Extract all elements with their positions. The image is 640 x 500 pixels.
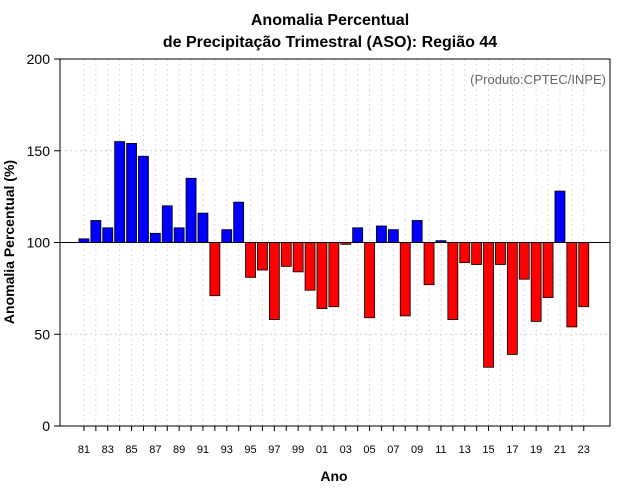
x-tick-label: 95 [244,444,256,456]
bar-1999 [292,242,304,273]
x-tick-label: 05 [363,444,375,456]
bar-2012 [447,242,459,320]
bar-1981 [78,238,90,243]
x-axis-label: Ano [320,468,347,484]
x-tick-label: 93 [221,444,233,456]
bar-2015 [483,242,494,368]
bar-2002 [328,242,340,308]
bar-2021 [554,190,566,243]
bar-2008 [399,242,411,317]
bar-2018 [518,242,530,280]
y-tick-label: 100 [27,235,51,251]
bar-2023 [578,242,590,308]
bar-1992 [209,242,221,297]
x-tick-label: 07 [387,444,399,456]
bar-1991 [197,212,209,243]
bar-2017 [506,242,518,355]
x-tick-label: 09 [411,444,423,456]
bar-1984 [114,141,126,243]
bar-2013 [459,242,471,264]
x-tick-label: 87 [149,444,161,456]
bar-2016 [495,242,506,265]
x-tick-label: 13 [459,444,471,456]
x-tick-label: 01 [316,444,328,456]
x-tick-label: 99 [292,444,304,456]
bar-1989 [173,227,185,243]
bar-1996 [257,242,268,271]
bar-1982 [90,220,102,243]
bar-2022 [566,242,578,328]
grid-lines [60,58,610,427]
x-tick-label: 21 [554,444,566,456]
bar-2006 [376,225,387,243]
x-tick-label: 97 [268,444,280,456]
y-tick-label: 150 [27,143,51,159]
bar-2010 [423,242,435,286]
chart-title-line2: de Precipitação Trimestral (ASO): Região… [163,34,497,51]
bar-1987 [149,232,161,243]
x-tick-label: 19 [530,444,542,456]
bar-1994 [233,201,245,243]
bar-2014 [471,242,483,265]
bar-1983 [102,227,114,243]
x-tick-label: 15 [482,444,494,456]
x-tick-label: 89 [173,444,185,456]
bar-1985 [126,143,137,243]
x-tick-label: 23 [578,444,590,456]
bar-2001 [316,242,328,309]
x-tick-label: 83 [102,444,114,456]
bar-2007 [387,229,399,243]
bar-2005 [364,242,375,319]
chart-title-line1: Anomalia Percentual [251,12,409,29]
credit-label: (Produto:CPTEC/INPE) [470,72,606,87]
y-axis-label: Anomalia Percentual (%) [1,160,17,324]
bar-1997 [268,242,280,320]
y-tick-label: 0 [42,418,50,434]
bar-2020 [542,242,554,298]
bars [78,141,590,368]
bar-2004 [352,227,364,243]
bar-2019 [530,242,542,322]
y-axis: 0 50 100 150 200 [27,51,60,434]
bar-2000 [304,242,316,291]
x-tick-label: 91 [197,444,209,456]
bar-1993 [221,229,233,243]
bar-1998 [280,242,292,267]
bar-1986 [138,155,149,243]
x-tick-label: 17 [506,444,518,456]
bar-2009 [411,220,423,243]
bar-1990 [185,177,197,243]
x-tick-label: 85 [125,444,137,456]
x-tick-label: 03 [340,444,352,456]
bar-1995 [245,242,256,278]
bar-1988 [161,205,173,243]
x-axis: 81 83 85 87 89 91 93 95 97 99 01 03 05 07 09 11 13 15 17 19… [78,426,590,456]
y-tick-label: 50 [34,326,50,342]
x-tick-label: 11 [435,444,446,456]
x-tick-label: 81 [78,444,90,456]
y-tick-label: 200 [27,51,51,67]
